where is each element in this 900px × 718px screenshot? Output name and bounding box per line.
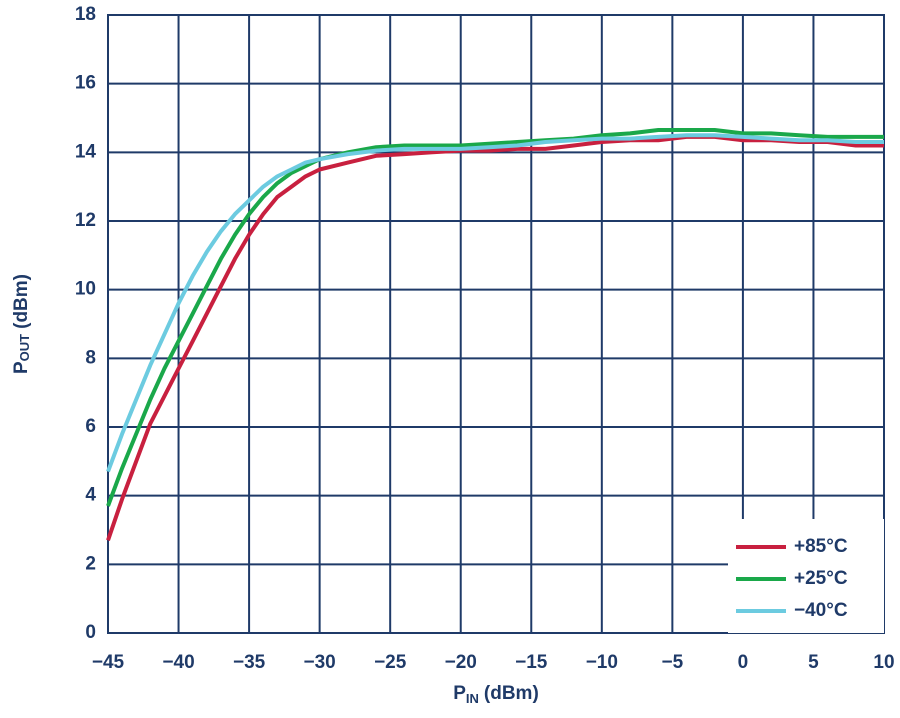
y-label-sub: OUT — [17, 334, 32, 362]
legend-box — [728, 519, 884, 633]
x-tick-label: −5 — [662, 652, 684, 673]
x-tick-label: 10 — [873, 652, 894, 673]
x-label-main: P — [453, 683, 466, 704]
x-label-unit: (dBm) — [484, 683, 539, 704]
y-label-unit: (dBm) — [11, 274, 32, 329]
y-tick-label: 4 — [85, 485, 96, 506]
x-axis-label: PIN (dBm) — [453, 683, 539, 706]
x-tick-label: −15 — [515, 652, 548, 673]
y-tick-label: 0 — [85, 622, 96, 643]
y-tick-label: 10 — [75, 279, 96, 300]
y-tick-label: 2 — [85, 553, 96, 574]
y-label-main: P — [11, 361, 32, 374]
x-tick-label: −20 — [445, 652, 477, 673]
y-axis-label: POUT (dBm) — [11, 274, 32, 374]
x-tick-label: −45 — [92, 652, 125, 673]
series-line — [106, 128, 884, 507]
x-tick-label: −35 — [233, 652, 266, 673]
x-tick-label: 0 — [738, 652, 749, 673]
x-tick-label: −30 — [304, 652, 336, 673]
legend-label: −40°C — [794, 600, 848, 621]
series-line — [106, 134, 884, 541]
x-tick-label: −40 — [162, 652, 194, 673]
legend-label: +25°C — [794, 568, 848, 589]
x-tick-label: 5 — [808, 652, 819, 673]
y-tick-label: 12 — [75, 210, 96, 231]
x-label-sub: IN — [466, 691, 479, 706]
series-line — [106, 133, 884, 473]
x-tick-label: −10 — [586, 652, 618, 673]
y-tick-label: 14 — [75, 141, 97, 162]
plot-frame — [107, 14, 885, 634]
y-tick-label: 6 — [85, 416, 96, 437]
x-tick-label: −25 — [374, 652, 407, 673]
y-tick-label: 18 — [75, 4, 96, 25]
y-tick-label: 16 — [75, 73, 96, 94]
legend-label: +85°C — [794, 536, 848, 557]
y-tick-label: 8 — [85, 347, 96, 368]
